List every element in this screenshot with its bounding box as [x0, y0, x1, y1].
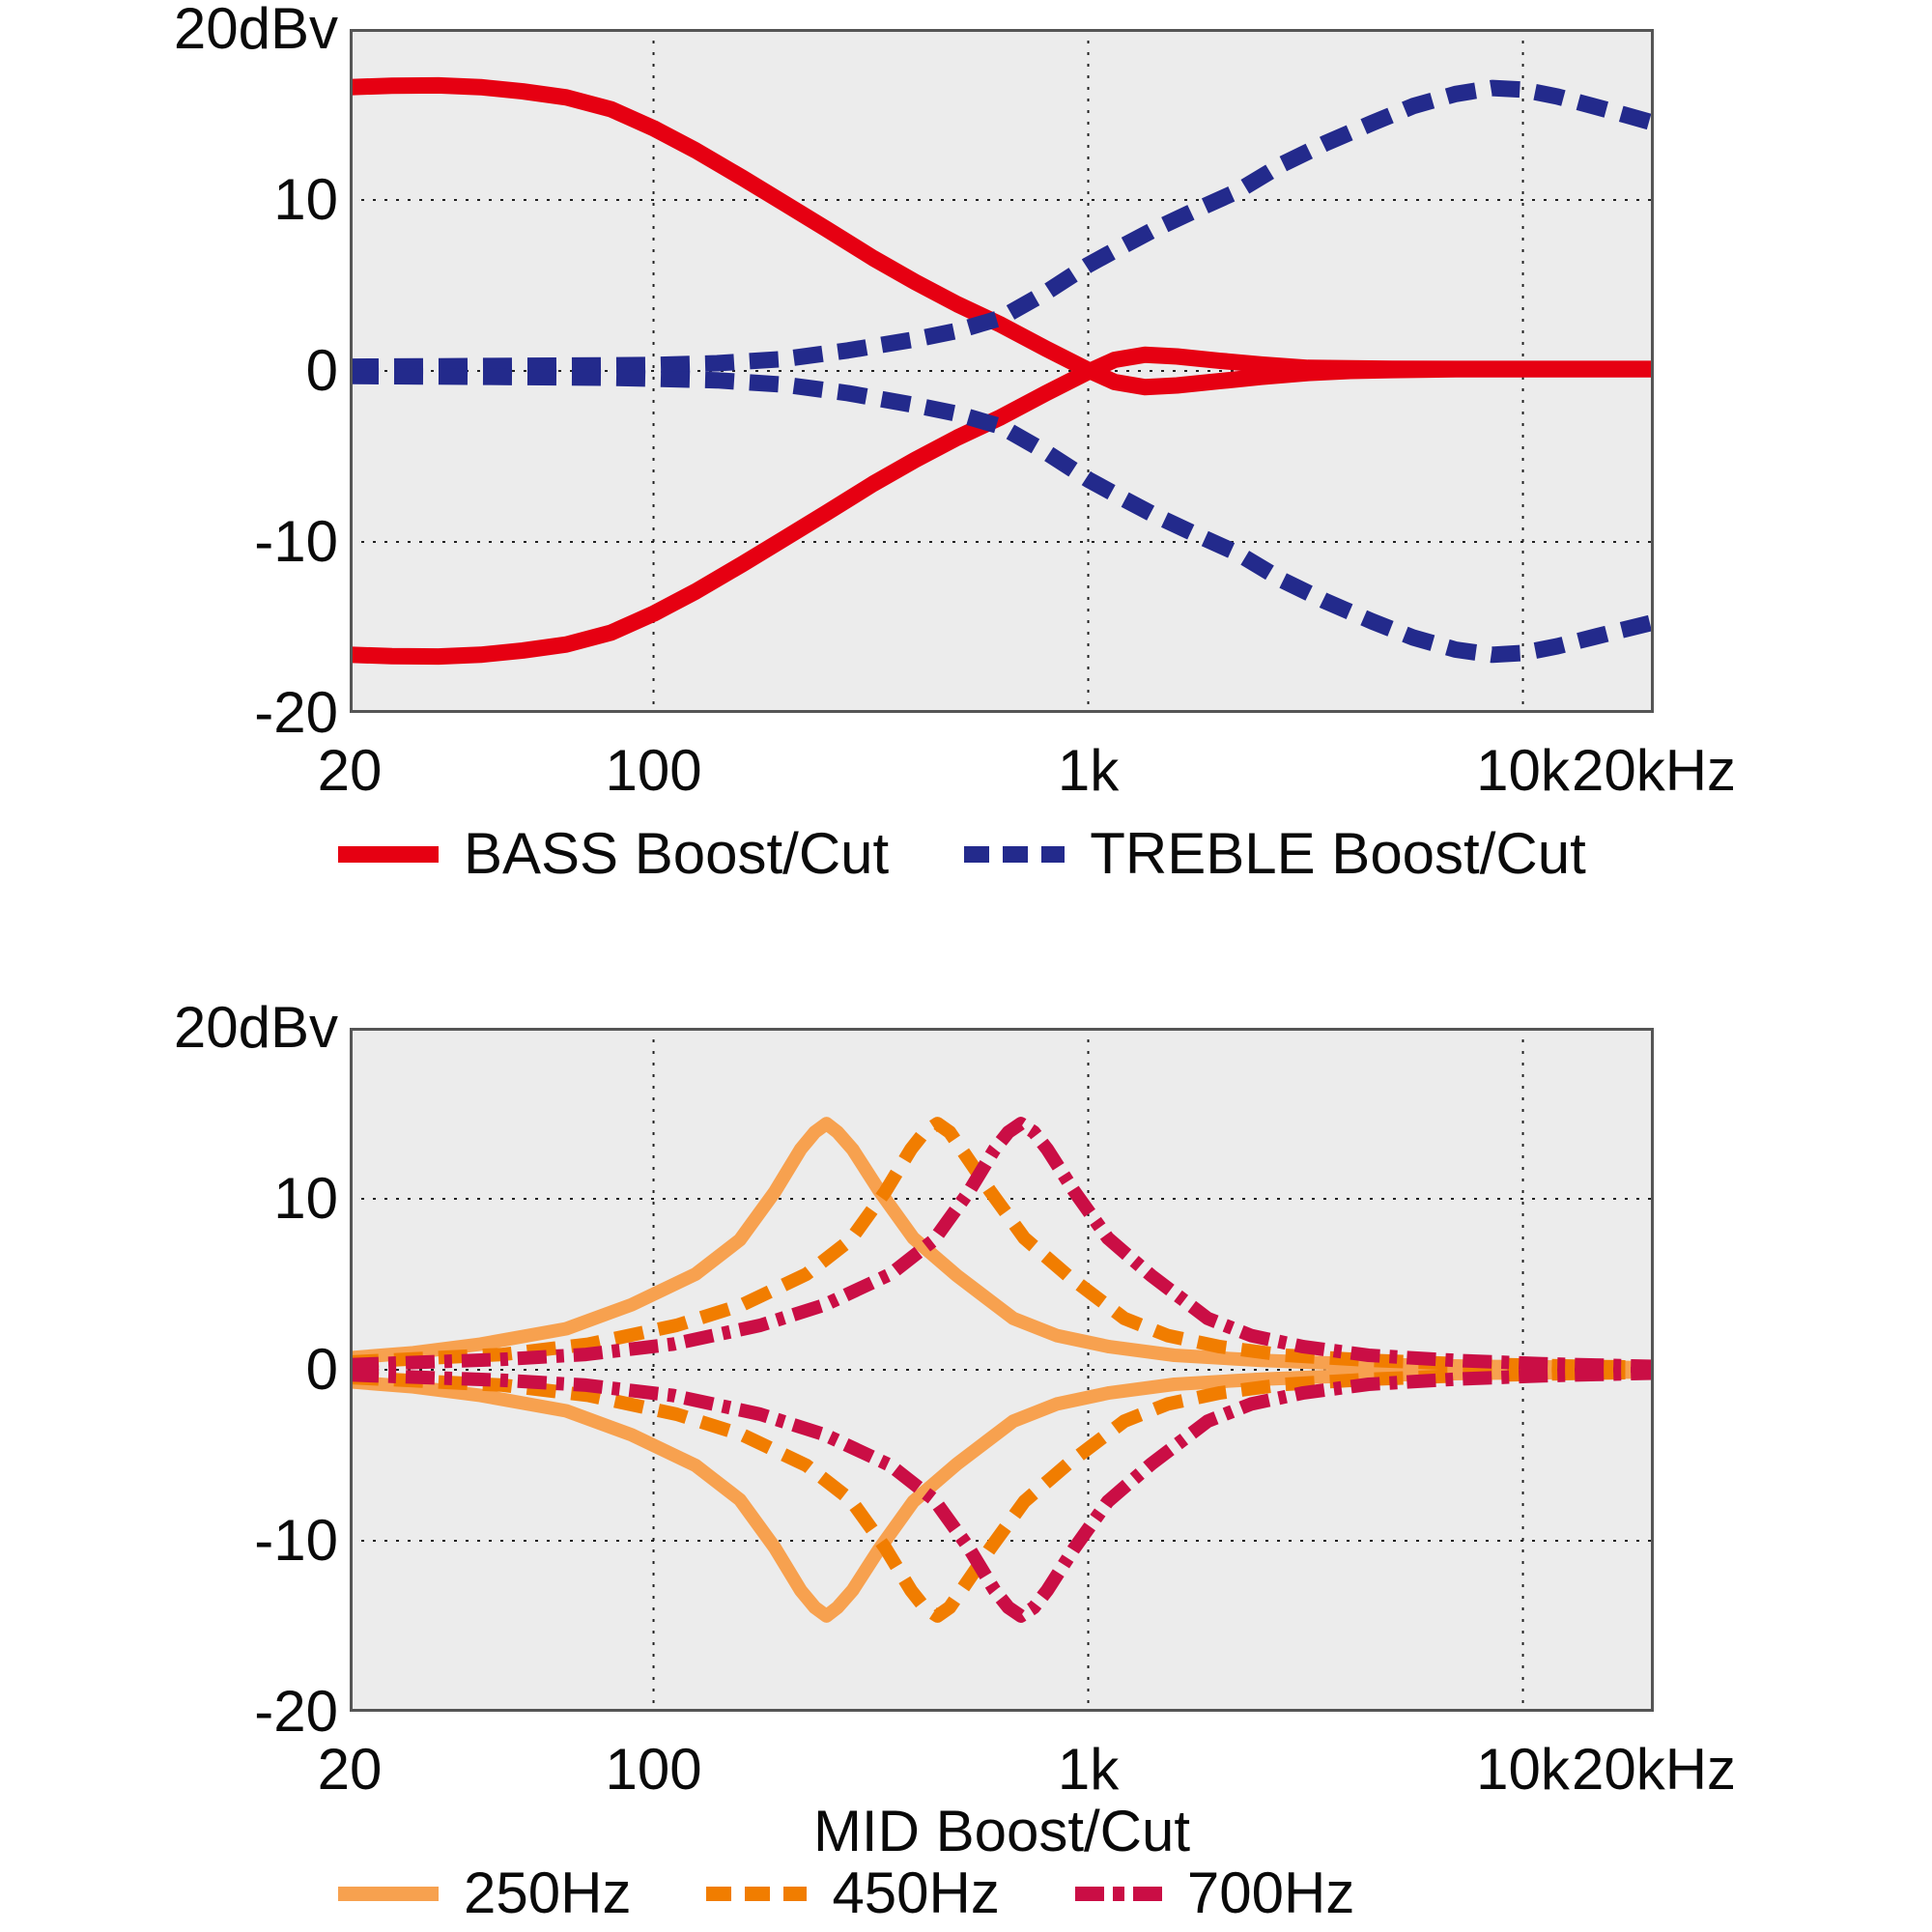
y-tick-label: 10: [273, 167, 338, 232]
legend-swatch-dashdot: [1074, 1886, 1162, 1901]
y-tick-label: 10: [273, 1166, 338, 1231]
x-tick-label: 20kHz: [1571, 1737, 1737, 1802]
legend-label: 250Hz: [464, 1861, 632, 1925]
mid-legend: 250Hz 450Hz 700Hz: [338, 1857, 1430, 1930]
bass-treble-legend: BASS Boost/Cut TREBLE Boost/Cut: [338, 817, 1662, 891]
curve-mid-450hz-cut: [350, 1365, 1654, 1623]
x-tick-label: 20: [317, 738, 383, 803]
x-tick-label: 10k: [1476, 738, 1570, 803]
y-tick-label: 0: [305, 1337, 338, 1402]
x-tick-label: 1k: [1057, 738, 1120, 803]
x-tick-label: 10k: [1476, 1737, 1570, 1802]
mid-axis-title: MID Boost/Cut: [812, 1799, 1191, 1863]
x-tick-label: 20kHz: [1571, 738, 1737, 803]
curve-mid-250hz-cut: [350, 1365, 1654, 1623]
plot-border: [350, 29, 1654, 713]
legend-label: 450Hz: [832, 1861, 1000, 1925]
legend-swatch-solid: [338, 845, 439, 863]
legend-label: BASS Boost/Cut: [464, 821, 890, 886]
curve-mid-700hz-boost: [350, 1117, 1654, 1374]
legend-item: BASS Boost/Cut: [338, 817, 889, 891]
bass-treble-plot: [350, 29, 1654, 713]
y-tick-label: -10: [254, 1508, 338, 1573]
x-tick-label: 20: [317, 1737, 383, 1802]
x-tick-label: 100: [605, 1737, 702, 1802]
legend-item: 250Hz: [338, 1857, 631, 1930]
legend-swatch-dashed: [706, 1886, 808, 1901]
curve-treble-cut: [350, 367, 1654, 664]
x-tick-label: 100: [605, 738, 702, 803]
legend-swatch-dashed: [964, 845, 1065, 863]
y-tick-label: 0: [305, 338, 338, 403]
legend-item: TREBLE Boost/Cut: [964, 817, 1586, 891]
mid-plot: [350, 1028, 1654, 1712]
legend-label: TREBLE Boost/Cut: [1090, 821, 1586, 886]
curve-mid-700hz-cut: [350, 1366, 1654, 1623]
legend-swatch-solid: [338, 1886, 439, 1901]
curve-treble-boost: [350, 79, 1654, 376]
legend-label: 700Hz: [1186, 1861, 1355, 1925]
legend-item: 450Hz: [706, 1857, 1000, 1930]
y-tick-label: 20dBv: [173, 0, 338, 61]
y-tick-label: -20: [254, 1679, 338, 1744]
legend-item: 700Hz: [1074, 1857, 1355, 1930]
y-tick-label: -20: [254, 680, 338, 745]
curve-mid-250hz-boost: [350, 1117, 1654, 1375]
x-tick-label: 1k: [1057, 1737, 1120, 1802]
y-tick-label: -10: [254, 509, 338, 574]
curve-mid-450hz-boost: [350, 1117, 1654, 1375]
plot-border: [350, 1028, 1654, 1712]
y-tick-label: 20dBv: [173, 995, 338, 1060]
